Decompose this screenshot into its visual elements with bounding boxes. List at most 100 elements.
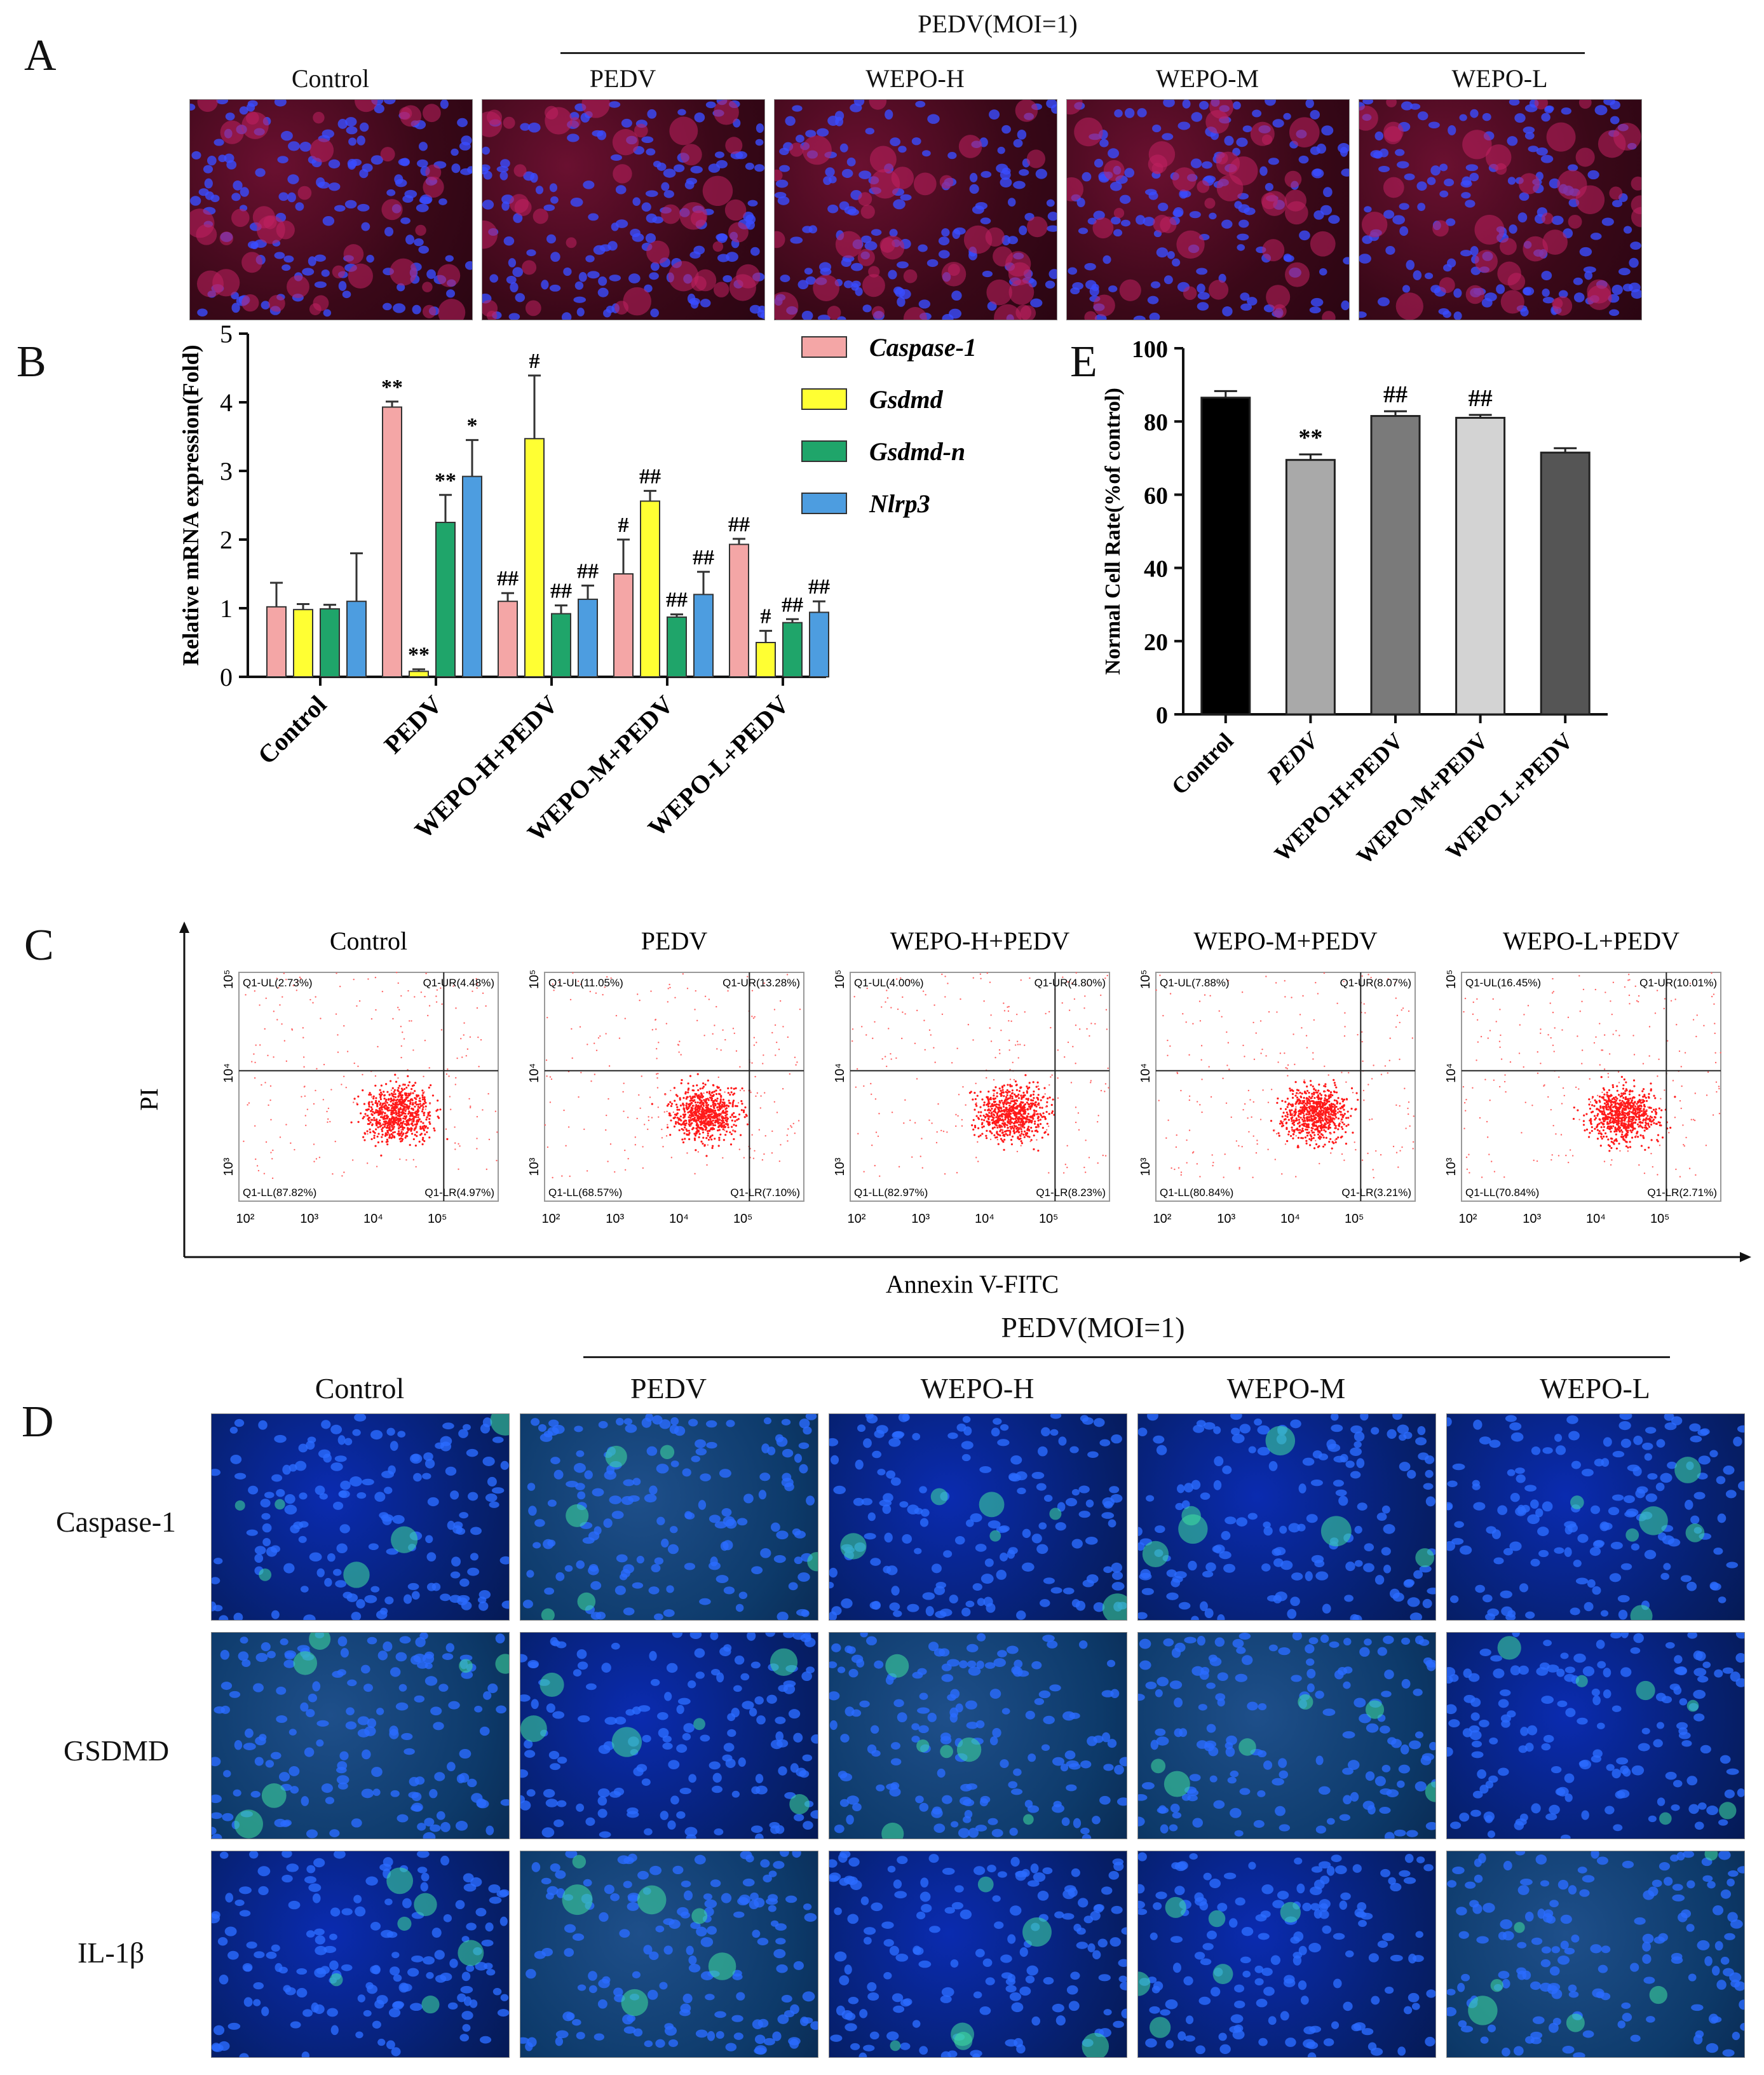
panel-c-dot xyxy=(682,1106,685,1108)
panel-c-dot xyxy=(1341,1113,1343,1116)
panel-c-dot xyxy=(337,1034,339,1036)
panel-c-dot xyxy=(732,1093,735,1096)
panel-c-dot xyxy=(1476,1059,1477,1061)
panel-c-dot xyxy=(1613,1143,1615,1145)
panel-c-dot xyxy=(1622,1116,1625,1119)
panel-c-dot xyxy=(1309,1134,1312,1136)
panel-c-dot xyxy=(1521,1132,1523,1134)
panel-c-dot xyxy=(1014,1117,1017,1120)
panel-c-dot xyxy=(639,999,641,1002)
panel-c-dot xyxy=(1627,1119,1630,1122)
panel-c-dot xyxy=(759,1107,762,1109)
panel-c-dot xyxy=(1297,1146,1299,1148)
panel-c-dot xyxy=(565,1145,567,1147)
panel-c-dot xyxy=(974,1124,977,1127)
panel-c-dot xyxy=(1094,1023,1096,1025)
panel-c-dot xyxy=(1022,1120,1025,1123)
panel-c-dot xyxy=(1296,1100,1299,1103)
panel-c-dot xyxy=(1594,988,1597,991)
panel-c-dot xyxy=(1278,1134,1280,1137)
panel-c-dot xyxy=(1533,1159,1535,1161)
panel-c-dot xyxy=(703,1035,705,1037)
panel-c-dot xyxy=(302,1037,304,1038)
panel-c-dot xyxy=(1026,1129,1029,1131)
panel-c-dot xyxy=(1296,1089,1299,1091)
panel-c-dot xyxy=(636,1117,638,1120)
panel-c-dot xyxy=(692,1127,695,1129)
panel-c-dot xyxy=(1639,1134,1642,1136)
panel-c-dot xyxy=(404,1136,407,1139)
panel-c-dot xyxy=(1028,1126,1030,1128)
panel-c-dot xyxy=(1489,1030,1491,1031)
panel-c-dot xyxy=(1627,1125,1630,1127)
panel-c-dot xyxy=(1621,1131,1624,1133)
panel-c-plot-frame xyxy=(544,972,804,1202)
panel-c-dot xyxy=(942,1130,945,1133)
panel-c-dot xyxy=(1639,1121,1642,1124)
panel-c-dot xyxy=(958,1094,960,1096)
panel-c-dot xyxy=(1034,1120,1036,1123)
panel-c-dot xyxy=(427,1112,430,1115)
panel-c-dot xyxy=(655,1019,656,1021)
panel-c-dot xyxy=(1596,1138,1599,1140)
panel-c-dot xyxy=(406,1135,409,1138)
panel-c-dot xyxy=(979,973,982,976)
panel-c-dot xyxy=(987,1091,990,1093)
panel-c-dot xyxy=(1328,1100,1331,1103)
panel-c-dot xyxy=(1061,1002,1063,1004)
panel-c-dot xyxy=(1068,1009,1071,1011)
panel-c-dot xyxy=(655,1048,658,1050)
panel-c-dot xyxy=(1323,1101,1326,1104)
panel-c-dot xyxy=(419,1103,421,1105)
panel-c-dot xyxy=(1003,1134,1006,1137)
panel-c-dot xyxy=(1643,1095,1646,1098)
panel-c-dot xyxy=(1313,1019,1315,1021)
panel-c-dot xyxy=(1090,1082,1092,1084)
panel-c-dot xyxy=(458,1168,459,1170)
panel-c-dot xyxy=(1632,1035,1634,1037)
panel-c-dot xyxy=(423,1075,424,1078)
panel-c-dot xyxy=(416,1134,418,1138)
panel-c-dot xyxy=(676,1106,679,1108)
panel-c-dot xyxy=(1625,1089,1628,1092)
panel-c-dot xyxy=(1610,1146,1613,1150)
panel-c-dot xyxy=(667,1001,669,1003)
panel-c-label-ul: Q1-UL(16.45%) xyxy=(1465,977,1541,989)
panel-c-dot xyxy=(1036,1139,1038,1141)
panel-c-dot xyxy=(303,1085,306,1088)
panel-c-dot xyxy=(396,1103,398,1106)
panel-c-dot xyxy=(1537,1072,1539,1074)
panel-c-dot xyxy=(400,1129,402,1131)
panel-c-dot xyxy=(1005,1101,1008,1103)
panel-c-dot xyxy=(559,981,560,983)
panel-c-dot xyxy=(395,1080,398,1083)
panel-c-dot xyxy=(1340,1120,1342,1122)
panel-c-dot xyxy=(264,1028,266,1030)
panel-c-dot xyxy=(1084,995,1086,997)
panel-c-dot xyxy=(447,1068,449,1070)
panel-c-dot xyxy=(674,1099,676,1102)
panel-c-dot xyxy=(1298,1119,1301,1121)
panel-c-dot xyxy=(343,1024,345,1027)
panel-c-dot xyxy=(1627,974,1630,976)
panel-c-dot xyxy=(1692,1019,1695,1021)
panel-c-dot xyxy=(402,1031,404,1033)
panel-c-dot xyxy=(947,983,949,984)
panel-c-dot xyxy=(273,1010,275,1012)
panel-c-dot xyxy=(1524,1101,1526,1103)
panel-c-dot xyxy=(1028,1105,1031,1108)
panel-c-dot xyxy=(391,1087,394,1089)
panel-c-dot xyxy=(750,1091,752,1093)
panel-c-dot xyxy=(707,1103,710,1106)
panel-c-dot xyxy=(1003,1110,1006,1113)
panel-d-letter: D xyxy=(22,1398,54,1446)
panel-c-dot xyxy=(1629,1146,1632,1148)
panel-c-dot xyxy=(1664,998,1666,1000)
panel-c-dot xyxy=(1487,1037,1489,1039)
panel-c-dot xyxy=(379,1098,382,1101)
panel-c-dot xyxy=(1638,1118,1641,1120)
panel-c-dot xyxy=(1615,1133,1617,1136)
panel-c-dot xyxy=(685,1102,688,1105)
panel-c-dot xyxy=(696,1127,698,1130)
panel-c-dot xyxy=(1624,1119,1626,1122)
